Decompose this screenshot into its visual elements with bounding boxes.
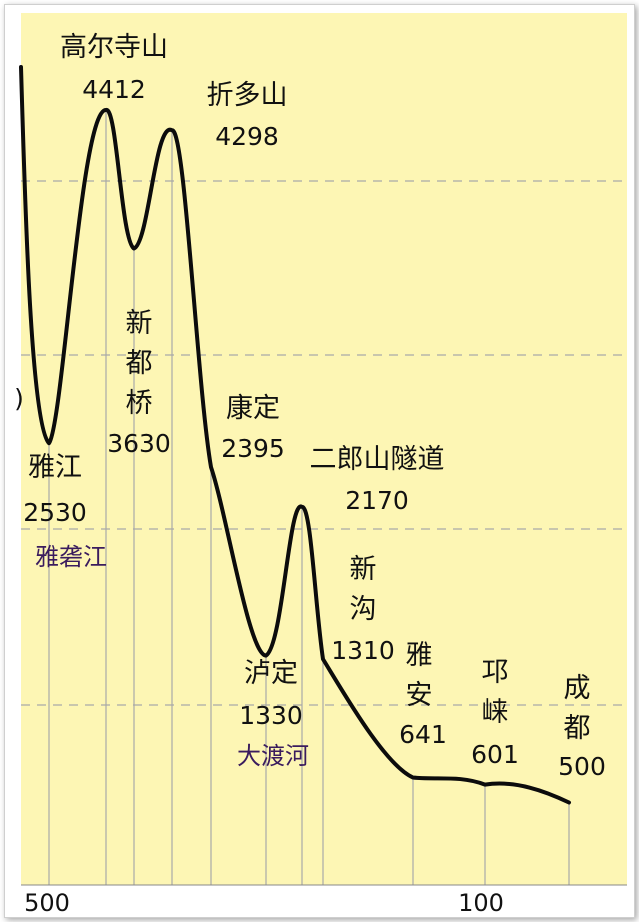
label-xingou-elevation: 1310	[331, 636, 395, 665]
label-luding-elevation: 1330	[239, 701, 303, 730]
label-gaoersi-name: 高尔寺山	[60, 32, 168, 63]
svg-text:都: 都	[126, 348, 153, 379]
label-xingou-name: 新沟	[350, 554, 377, 625]
svg-text:安: 安	[406, 680, 433, 711]
point-labels: )雅江2530雅砻江高尔寺山4412新都桥3630折多山4298康定2395泸定…	[14, 32, 606, 781]
label-yajiang-name: 雅江	[28, 452, 82, 483]
svg-text:沟: 沟	[350, 594, 377, 625]
svg-text:新: 新	[126, 308, 153, 339]
left-edge-fragment: )	[14, 384, 24, 413]
label-xinduqiao-name: 新都桥	[126, 308, 153, 419]
vertical-droplines	[48, 110, 570, 885]
label-zheduo-elevation: 4298	[215, 122, 279, 151]
label-gaoersi-elevation: 4412	[82, 75, 146, 104]
label-erlangshan-elevation: 2170	[345, 486, 409, 515]
label-zheduo-name: 折多山	[207, 80, 288, 111]
label-chengdu-name: 成都	[564, 673, 591, 744]
plot-background	[21, 13, 627, 885]
chart-frame: ) 雅江 2530 雅砻江 高尔寺山 4412 新都桥 3630 折多山 4298 康定 2395 泸定…	[4, 4, 635, 918]
label-kangding-name: 康定	[226, 393, 280, 424]
svg-text:邛: 邛	[482, 657, 509, 688]
elevation-profile-chart: )雅江2530雅砻江高尔寺山4412新都桥3630折多山4298康定2395泸定…	[14, 13, 627, 917]
label-qionglai-elevation: 601	[471, 740, 519, 769]
label-kangding-elevation: 2395	[221, 434, 285, 463]
label-qionglai-name: 邛崃	[482, 657, 509, 728]
label-yajiang-river: 雅砻江	[35, 543, 107, 571]
svg-text:都: 都	[564, 713, 591, 744]
svg-text:成: 成	[564, 673, 591, 704]
x-tick-labels: 500 100	[24, 889, 504, 917]
label-luding-river: 大渡河	[237, 742, 309, 770]
elevation-profile-line	[19, 65, 571, 805]
label-chengdu-elevation: 500	[558, 752, 606, 781]
x-tick-label-1: 500	[24, 889, 70, 917]
label-yaan-elevation: 641	[399, 720, 447, 749]
label-erlangshan-name: 二郎山隧道	[310, 444, 445, 475]
svg-text:雅: 雅	[406, 640, 433, 671]
svg-text:崃: 崃	[482, 697, 509, 728]
label-yajiang-elevation: 2530	[23, 498, 87, 527]
label-xinduqiao-elevation: 3630	[107, 429, 171, 458]
svg-text:桥: 桥	[126, 388, 153, 419]
label-luding-name: 泸定	[244, 658, 298, 689]
label-yaan-name: 雅安	[406, 640, 433, 711]
x-tick-label-2: 100	[458, 889, 504, 917]
svg-text:新: 新	[350, 554, 377, 585]
